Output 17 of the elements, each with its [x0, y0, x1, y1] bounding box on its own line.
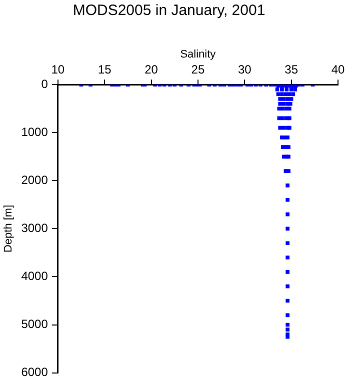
x-tick-label: 25 [191, 62, 205, 77]
x-tick-label: 20 [144, 62, 158, 77]
x-tick-label: 35 [284, 62, 298, 77]
x-axis-title: Salinity [180, 48, 216, 61]
chart-title: MODS2005 in January, 2001 [72, 2, 266, 20]
y-tick-label: 4000 [21, 269, 48, 284]
y-tick-label: 6000 [21, 365, 48, 380]
y-tick-label: 2000 [21, 172, 48, 187]
y-tick-label: 3000 [21, 221, 48, 236]
x-tick-label: 15 [98, 62, 112, 77]
y-axis-title: Depth [m] [2, 204, 15, 253]
x-tick-label: 30 [238, 62, 252, 77]
x-tick-label: 10 [51, 62, 65, 77]
y-tick-label: 1000 [21, 124, 48, 139]
x-tick-label: 40 [331, 62, 345, 77]
y-tick-label: 0 [41, 76, 48, 91]
y-tick-label: 5000 [21, 317, 48, 332]
